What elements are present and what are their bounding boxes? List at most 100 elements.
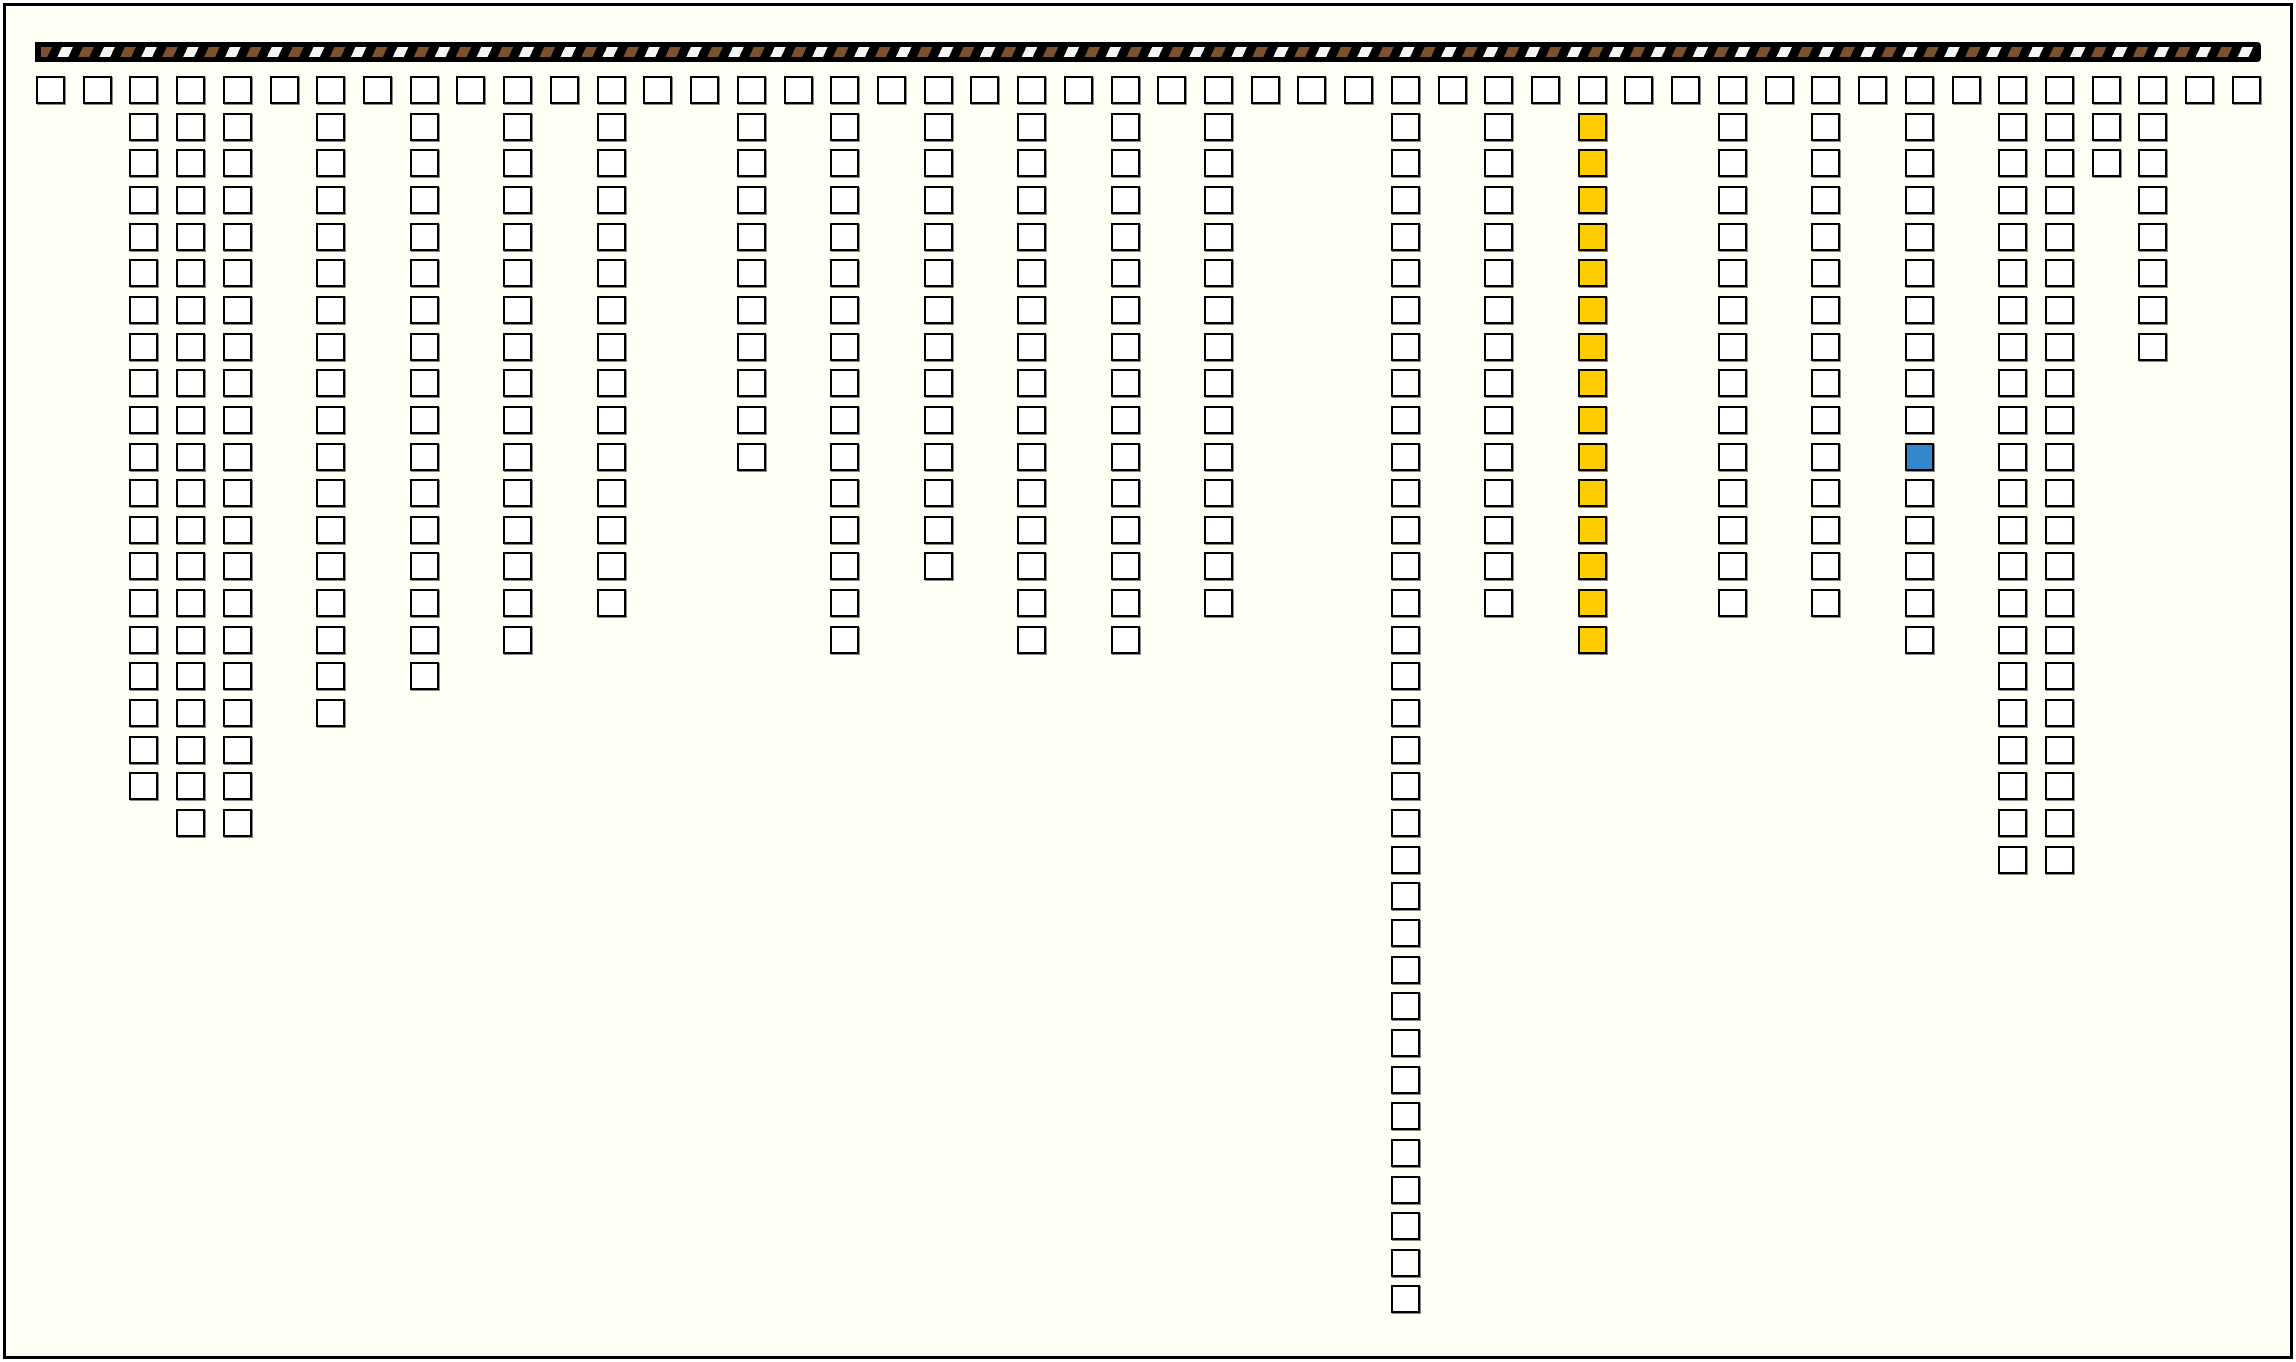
cell[interactable]: [503, 222, 533, 251]
cell[interactable]: [409, 259, 439, 288]
cell[interactable]: [222, 809, 252, 837]
cell[interactable]: [1717, 552, 1747, 581]
cell[interactable]: [1110, 405, 1140, 434]
cell[interactable]: [1811, 589, 1841, 618]
cell[interactable]: [1344, 76, 1374, 104]
cell[interactable]: [1204, 589, 1233, 618]
cell[interactable]: [1017, 259, 1047, 288]
cell[interactable]: [1671, 76, 1701, 104]
cell[interactable]: [2044, 625, 2074, 654]
cell[interactable]: [176, 699, 206, 728]
cell[interactable]: [830, 552, 860, 581]
cell[interactable]: [176, 552, 206, 581]
cell[interactable]: [222, 625, 252, 654]
cell[interactable]: [1204, 185, 1233, 214]
cell[interactable]: [503, 515, 533, 544]
cell[interactable]: [1998, 259, 2028, 288]
cell[interactable]: [1110, 295, 1140, 324]
cell[interactable]: [222, 589, 252, 618]
cell[interactable]: [316, 552, 346, 581]
cell[interactable]: [1110, 479, 1140, 508]
cell[interactable]: [503, 589, 533, 618]
cell[interactable]: [503, 332, 533, 361]
cell[interactable]: [1390, 185, 1420, 214]
cell[interactable]: [222, 442, 252, 471]
cell[interactable]: [1904, 405, 1934, 434]
cell[interactable]: [129, 625, 159, 654]
cell[interactable]: [316, 295, 346, 324]
cell[interactable]: [596, 479, 626, 508]
cell[interactable]: [1904, 149, 1934, 178]
cell[interactable]: [1390, 589, 1420, 618]
cell[interactable]: [409, 149, 439, 178]
cell[interactable]: [222, 332, 252, 361]
cell[interactable]: [1110, 185, 1140, 214]
cell[interactable]: [1484, 222, 1514, 251]
cell[interactable]: [1390, 882, 1420, 911]
cell[interactable]: [1904, 222, 1934, 251]
cell[interactable]: [2044, 735, 2074, 764]
cell[interactable]: [222, 479, 252, 508]
cell[interactable]: [222, 222, 252, 251]
cell[interactable]: [503, 295, 533, 324]
cell[interactable]: [1017, 479, 1047, 508]
cell[interactable]: [129, 479, 159, 508]
cell-yellow[interactable]: [1577, 515, 1607, 544]
cell[interactable]: [316, 589, 346, 618]
cell[interactable]: [1717, 112, 1747, 141]
cell[interactable]: [2044, 589, 2074, 618]
cell-blue[interactable]: [1904, 442, 1934, 471]
cell[interactable]: [736, 332, 766, 361]
cell[interactable]: [1390, 479, 1420, 508]
cell[interactable]: [129, 149, 159, 178]
cell[interactable]: [1017, 552, 1047, 581]
cell[interactable]: [1811, 479, 1841, 508]
cell[interactable]: [36, 76, 65, 104]
cell[interactable]: [1204, 76, 1233, 104]
cell-yellow[interactable]: [1577, 222, 1607, 251]
cell[interactable]: [1204, 332, 1233, 361]
cell[interactable]: [923, 295, 953, 324]
cell[interactable]: [316, 405, 346, 434]
cell[interactable]: [1811, 222, 1841, 251]
cell[interactable]: [1998, 845, 2028, 874]
cell[interactable]: [596, 295, 626, 324]
cell[interactable]: [1110, 332, 1140, 361]
cell[interactable]: [1998, 662, 2028, 691]
cell[interactable]: [503, 259, 533, 288]
cell[interactable]: [2044, 809, 2074, 837]
cell[interactable]: [1204, 295, 1233, 324]
cell[interactable]: [1484, 479, 1514, 508]
cell[interactable]: [1390, 735, 1420, 764]
cell[interactable]: [503, 552, 533, 581]
cell[interactable]: [1904, 515, 1934, 544]
cell[interactable]: [1484, 76, 1514, 104]
cell[interactable]: [176, 259, 206, 288]
cell[interactable]: [2185, 76, 2215, 104]
cell[interactable]: [1998, 552, 2028, 581]
cell[interactable]: [1717, 149, 1747, 178]
cell[interactable]: [923, 479, 953, 508]
cell[interactable]: [923, 332, 953, 361]
cell[interactable]: [596, 332, 626, 361]
cell[interactable]: [1390, 992, 1420, 1021]
cell[interactable]: [1951, 76, 1981, 104]
cell[interactable]: [2138, 149, 2168, 178]
cell[interactable]: [1157, 76, 1187, 104]
cell[interactable]: [1390, 845, 1420, 874]
cell[interactable]: [316, 369, 346, 398]
cell[interactable]: [1811, 76, 1841, 104]
cell[interactable]: [1484, 515, 1514, 544]
cell[interactable]: [1998, 625, 2028, 654]
cell[interactable]: [830, 479, 860, 508]
cell[interactable]: [2044, 222, 2074, 251]
cell[interactable]: [503, 479, 533, 508]
cell[interactable]: [1390, 1212, 1420, 1241]
cell[interactable]: [923, 259, 953, 288]
cell[interactable]: [503, 625, 533, 654]
cell[interactable]: [316, 149, 346, 178]
cell[interactable]: [1017, 589, 1047, 618]
cell[interactable]: [1998, 332, 2028, 361]
cell[interactable]: [503, 442, 533, 471]
cell[interactable]: [830, 112, 860, 141]
